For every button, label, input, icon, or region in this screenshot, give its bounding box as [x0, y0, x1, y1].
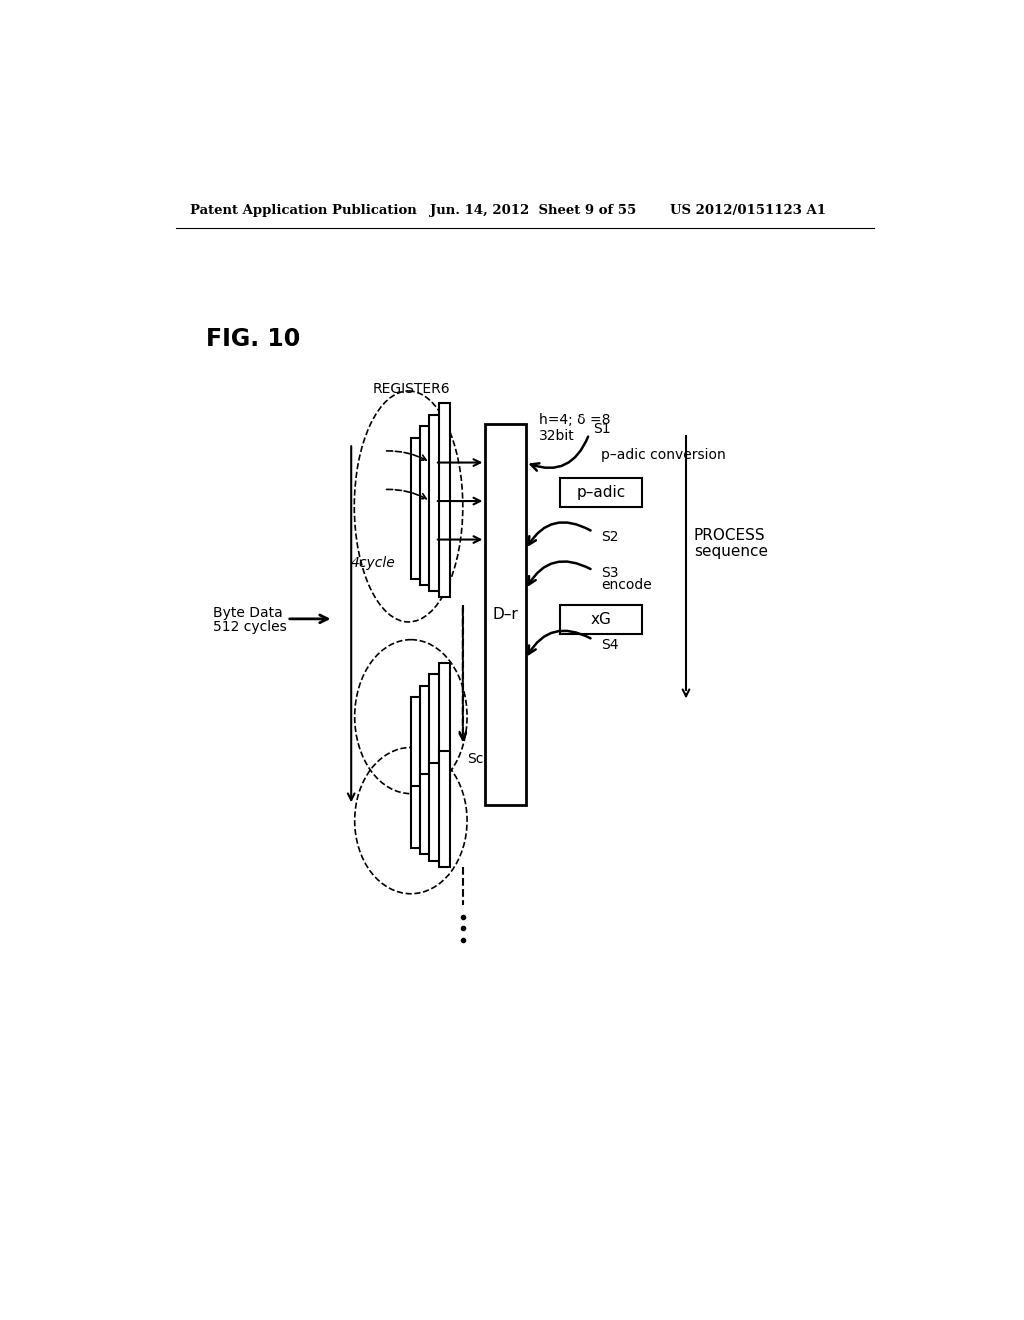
Bar: [438, 751, 450, 867]
Text: S1: S1: [593, 422, 610, 437]
Text: 512 cycles: 512 cycles: [213, 619, 287, 634]
Text: FIG. 10: FIG. 10: [206, 327, 300, 351]
Text: Patent Application Publication: Patent Application Publication: [190, 205, 417, 218]
Text: REGISTER6: REGISTER6: [372, 383, 450, 396]
Bar: [411, 785, 422, 849]
Bar: [438, 663, 450, 809]
Text: 4cycle: 4cycle: [351, 556, 396, 570]
Bar: [411, 697, 422, 791]
Text: PROCESS: PROCESS: [693, 528, 765, 544]
Text: D–r: D–r: [493, 607, 518, 622]
Bar: [485, 424, 525, 805]
Text: Byte Data: Byte Data: [213, 606, 283, 619]
Bar: [420, 426, 431, 585]
Bar: [420, 686, 431, 797]
Text: S2: S2: [601, 531, 618, 544]
Text: sequence: sequence: [693, 544, 768, 558]
Bar: [438, 404, 450, 597]
Bar: [560, 478, 642, 507]
Text: p–adic conversion: p–adic conversion: [601, 447, 725, 462]
Bar: [420, 775, 431, 854]
Text: encode: encode: [601, 578, 651, 591]
Bar: [411, 438, 422, 578]
Bar: [429, 675, 440, 803]
Text: S3: S3: [601, 566, 618, 579]
Bar: [560, 605, 642, 635]
Text: p–adic: p–adic: [577, 484, 626, 500]
Text: Jun. 14, 2012  Sheet 9 of 55: Jun. 14, 2012 Sheet 9 of 55: [430, 205, 637, 218]
Text: 32bit: 32bit: [539, 429, 574, 442]
Text: US 2012/0151123 A1: US 2012/0151123 A1: [671, 205, 826, 218]
Bar: [429, 763, 440, 861]
Text: xG: xG: [591, 612, 611, 627]
Bar: [429, 414, 440, 591]
Text: S4: S4: [601, 638, 618, 652]
Text: h=4; δ =8: h=4; δ =8: [539, 413, 610, 428]
Text: Scan: Scan: [467, 752, 501, 766]
